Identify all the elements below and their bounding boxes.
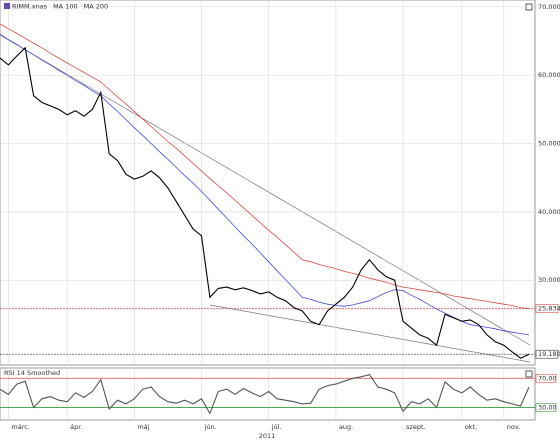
y-tick-label: 30,00: [538, 404, 557, 412]
y-tick-label: 70,000: [538, 3, 560, 11]
trendline: [209, 304, 531, 363]
legend-entry: MA 200: [84, 3, 109, 11]
legend-entry: RIMM.xnas: [12, 3, 48, 11]
series-line: [0, 373, 530, 415]
x-tick-label: nov.: [507, 423, 521, 431]
y-tick-label: 50,000: [538, 140, 560, 148]
x-tick-label: ápr.: [70, 423, 82, 431]
x-tick-label: júl.: [271, 423, 282, 431]
price-label: 25,834: [538, 305, 560, 313]
x-tick-label: okt.: [465, 423, 477, 431]
main-panel: [0, 0, 536, 366]
legend-entry: MA 100: [53, 3, 78, 11]
x-tick-label: máj: [137, 423, 149, 431]
y-tick-label: 70,00: [538, 374, 557, 382]
panel-icon[interactable]: [525, 370, 533, 378]
price-label: 19,180: [538, 350, 560, 358]
legend-entry: RSI 14 Smoothed: [4, 369, 60, 377]
series-line: [0, 46, 530, 359]
tick-label-box: [535, 403, 557, 412]
tick-label-box: [535, 373, 557, 383]
y-tick-label: 30,000: [538, 276, 560, 284]
legend-icon: [4, 3, 10, 9]
x-tick-label: jún.: [204, 423, 217, 431]
price-label-box: [535, 349, 559, 359]
rsi-panel: [0, 367, 536, 421]
x-tick-label: márc.: [11, 423, 29, 431]
series-line: [0, 33, 530, 336]
x-axis-label: 2011: [259, 432, 276, 440]
y-tick-label: 40,000: [538, 208, 560, 216]
y-tick-label: 60,000: [538, 71, 560, 79]
x-tick-label: aug.: [339, 423, 353, 431]
series-line: [0, 23, 530, 310]
price-label-box: [535, 304, 559, 314]
x-tick-label: szept.: [406, 423, 426, 431]
